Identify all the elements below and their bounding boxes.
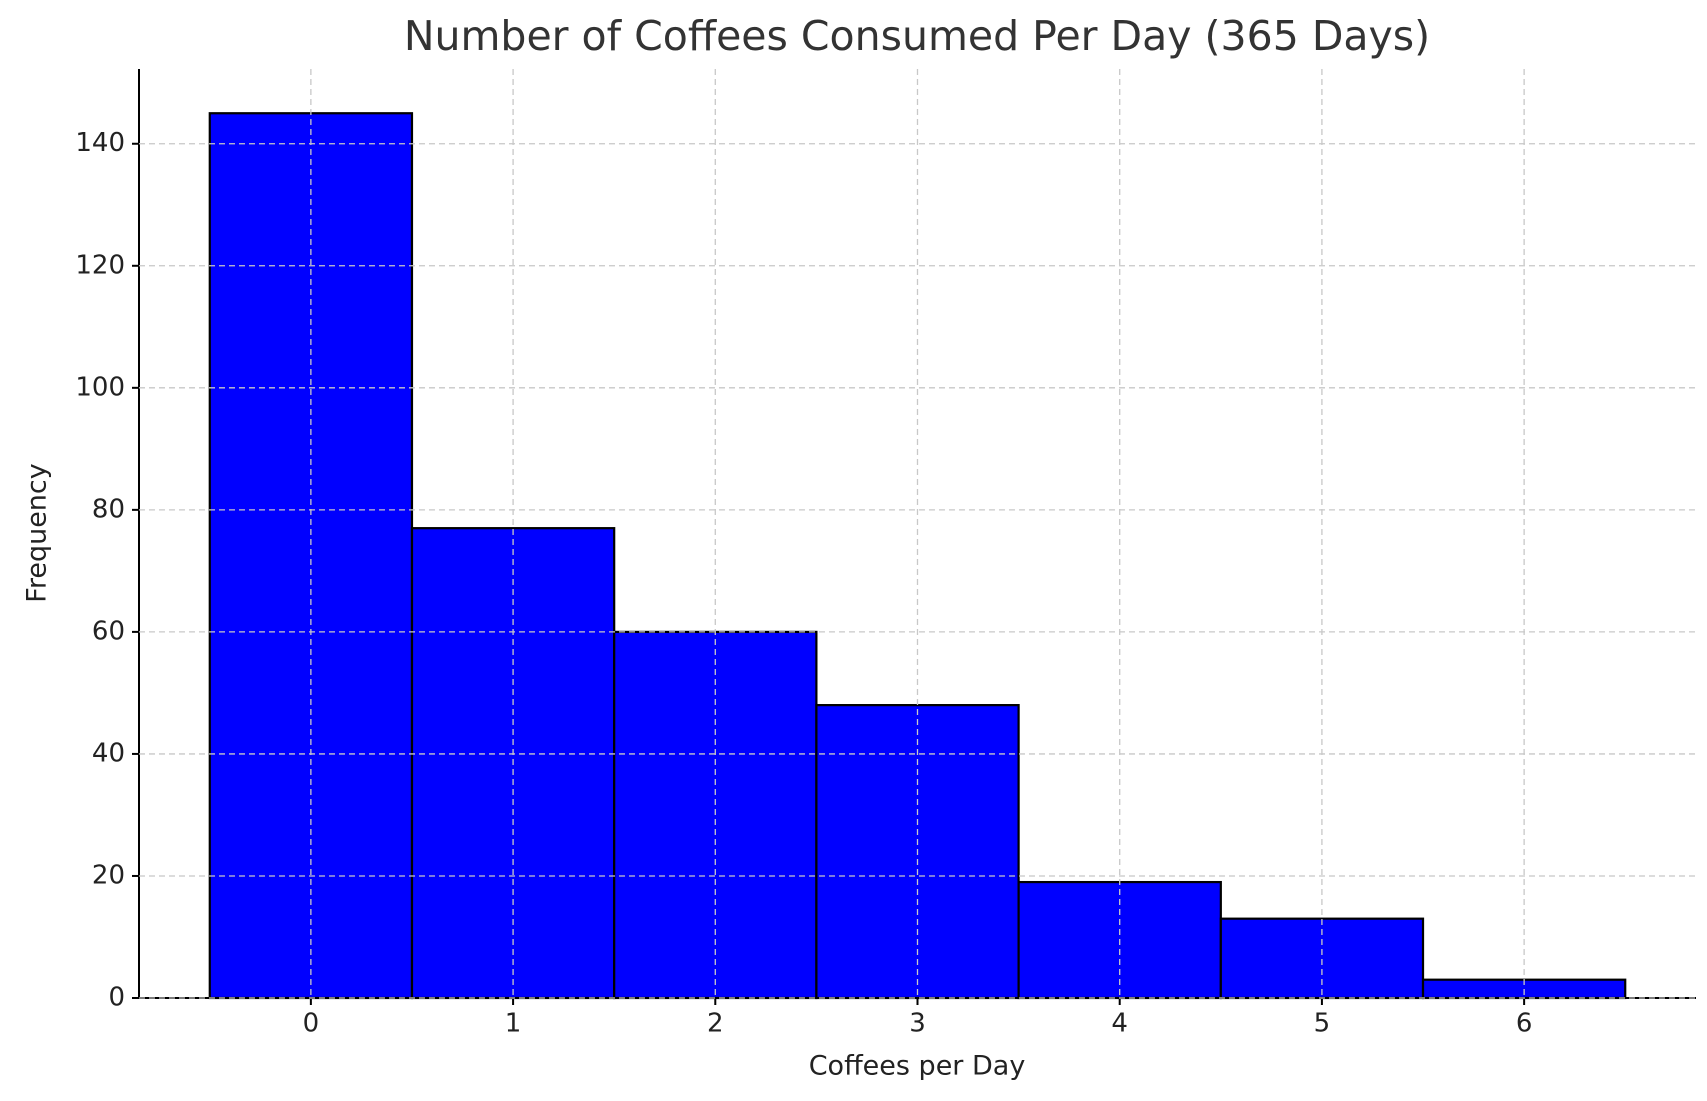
x-tick-label: 1 xyxy=(505,1009,522,1039)
y-tick-label: 60 xyxy=(92,616,125,646)
x-tick-label: 2 xyxy=(707,1009,724,1039)
y-tick-label: 80 xyxy=(92,494,125,524)
chart-title: Number of Coffees Consumed Per Day (365 … xyxy=(404,12,1430,60)
bar xyxy=(208,112,414,1000)
y-axis-label: Frequency xyxy=(22,463,53,603)
y-tick-label: 20 xyxy=(92,860,125,890)
x-tick-label: 4 xyxy=(1111,1009,1128,1039)
x-tick-label: 5 xyxy=(1314,1009,1331,1039)
x-tick-label: 6 xyxy=(1516,1009,1533,1039)
x-tick-label: 0 xyxy=(303,1009,320,1039)
y-tick-label: 100 xyxy=(75,372,125,402)
y-tick-label: 0 xyxy=(108,983,125,1013)
y-tick-label: 120 xyxy=(75,250,125,280)
grid xyxy=(139,69,1696,999)
y-tick-label: 140 xyxy=(75,128,125,158)
y-tick-label: 40 xyxy=(92,738,125,768)
x-tick-label: 3 xyxy=(909,1009,926,1039)
x-axis-label: Coffees per Day xyxy=(809,1051,1026,1082)
bars xyxy=(208,112,1627,1000)
